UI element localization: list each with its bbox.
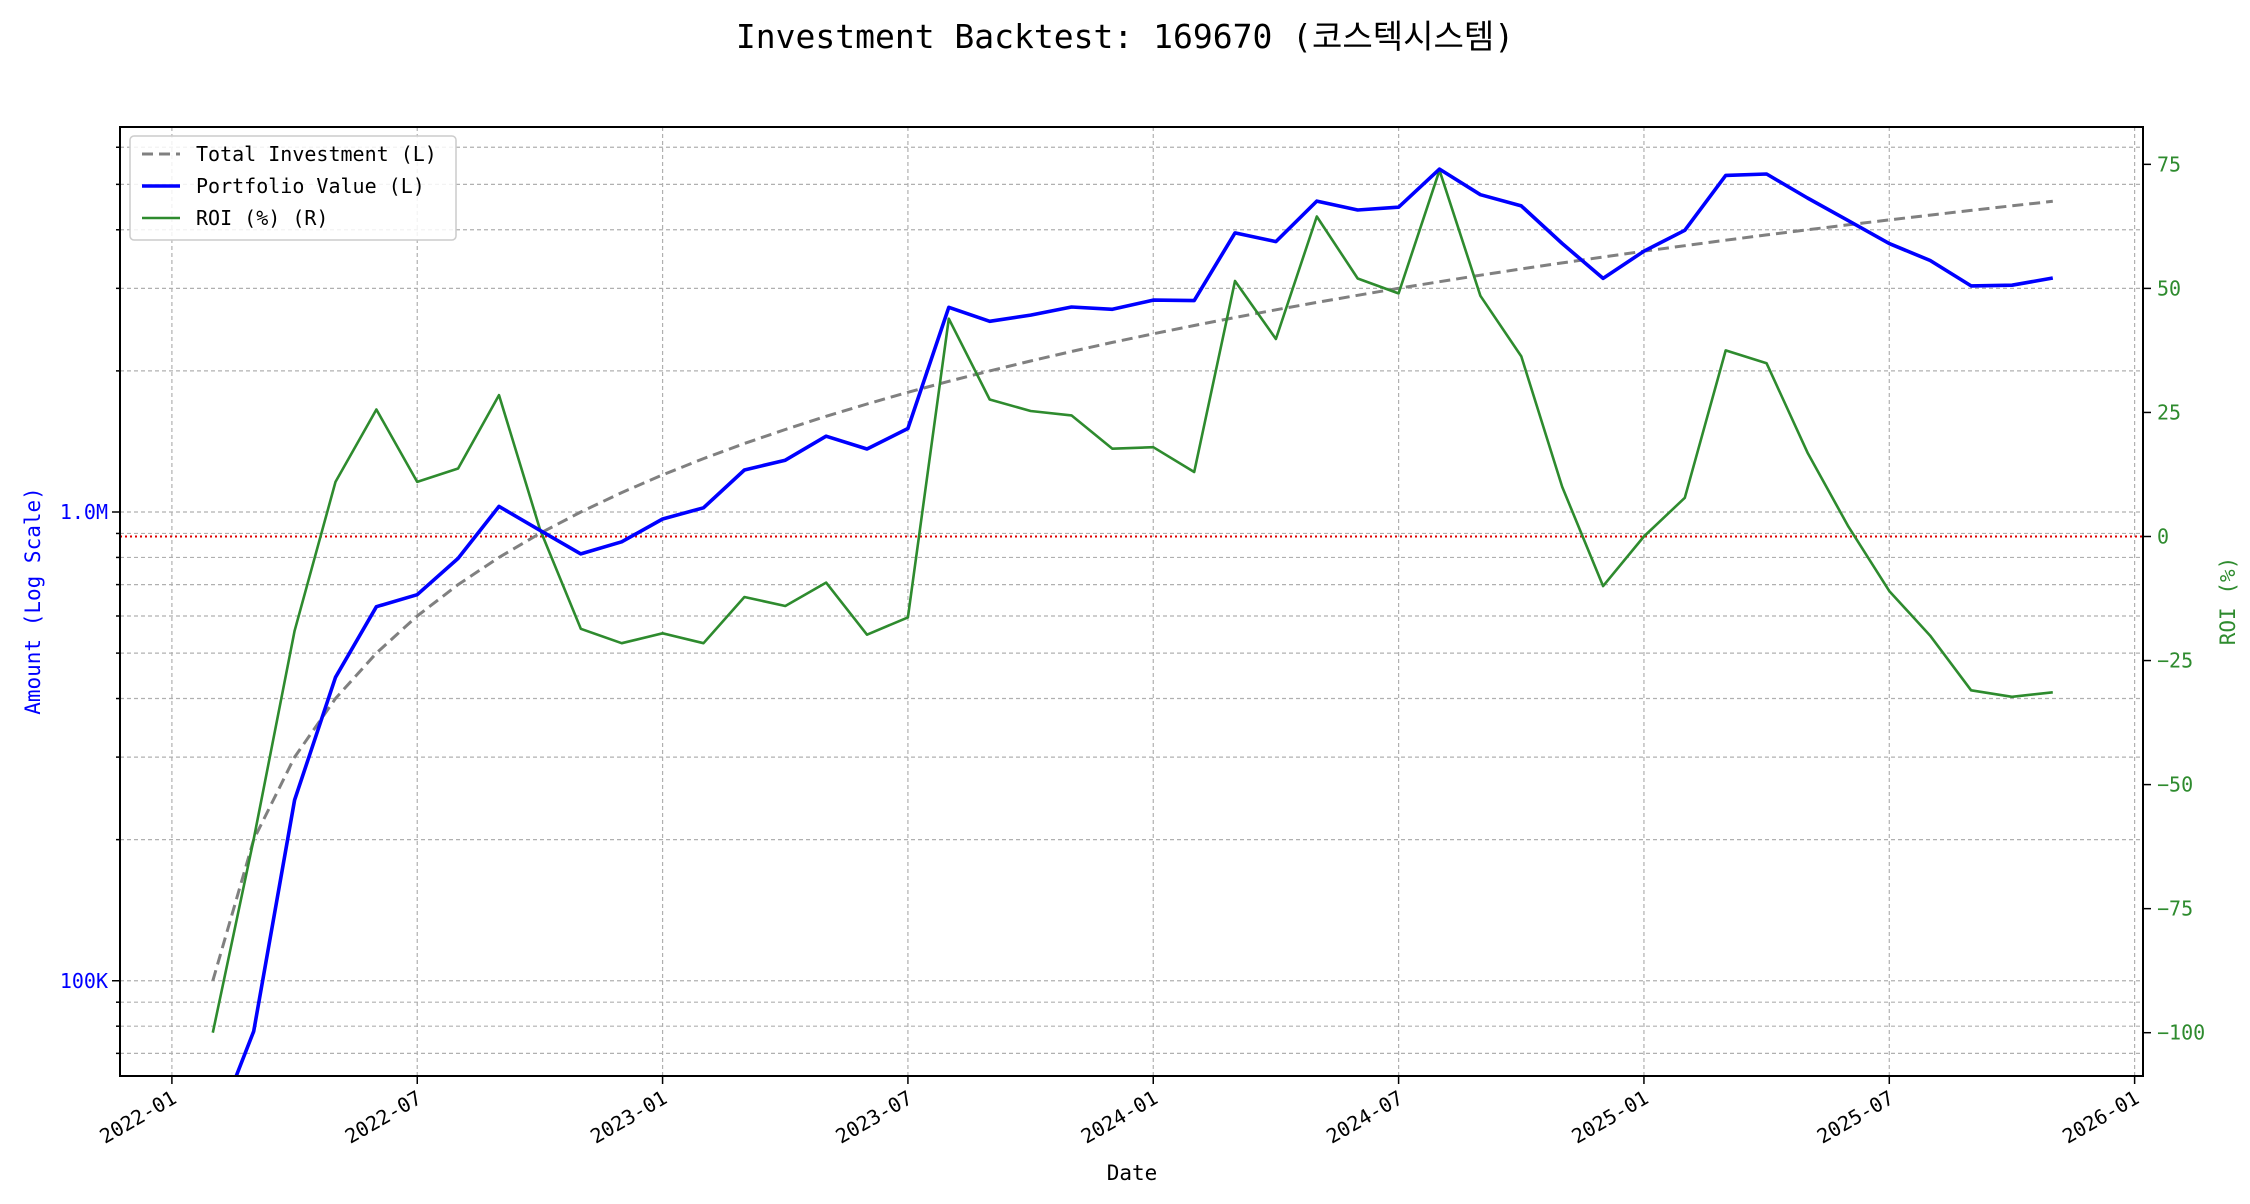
right-tick-label: −25 [2157, 649, 2193, 673]
left-axis-label: Amount (Log Scale) [21, 487, 45, 715]
roi-line [211, 169, 2053, 1033]
right-tick-label: 0 [2157, 525, 2169, 549]
right-tick-label: −50 [2157, 773, 2193, 797]
x-tick-label: 2024-07 [1322, 1086, 1407, 1149]
left-tick-label: 100K [60, 969, 108, 993]
right-tick-label: −75 [2157, 897, 2193, 921]
x-tick-label: 2025-01 [1567, 1086, 1652, 1149]
chart-title: Investment Backtest: 169670 (코스텍시스템) [736, 17, 1514, 56]
x-tick-label: 2024-01 [1077, 1086, 1162, 1149]
plot-frame [119, 126, 2144, 1077]
x-tick-label: 2025-07 [1813, 1086, 1898, 1149]
portfolio-value-line [234, 167, 2054, 1076]
right-tick-label: −100 [2157, 1021, 2205, 1045]
x-tick-label: 2022-07 [341, 1086, 426, 1149]
total-investment-line [211, 199, 2053, 982]
right-tick-label: 50 [2157, 276, 2181, 300]
legend-label: ROI (%) (R) [196, 206, 328, 230]
grid [120, 127, 2143, 1076]
legend-label: Portfolio Value (L) [196, 174, 425, 198]
right-tick-label: 75 [2157, 152, 2181, 176]
legend-box [129, 135, 457, 241]
x-tick-label: 2022-01 [95, 1086, 180, 1149]
x-axis-label: Date [1107, 1161, 1158, 1185]
legend: Total Investment (L) Portfolio Value (L) R… [129, 135, 457, 241]
right-axis-label: ROI (%) [2216, 557, 2240, 646]
legend-label: Total Investment (L) [196, 142, 437, 166]
right-tick-label: 25 [2157, 400, 2181, 424]
x-tick-label: 2023-01 [586, 1086, 671, 1149]
x-tick-label: 2023-07 [831, 1086, 916, 1149]
left-tick-label: 1.0M [60, 500, 108, 524]
series-lines [211, 167, 2054, 1076]
x-tick-label: 2026-01 [2058, 1086, 2143, 1149]
